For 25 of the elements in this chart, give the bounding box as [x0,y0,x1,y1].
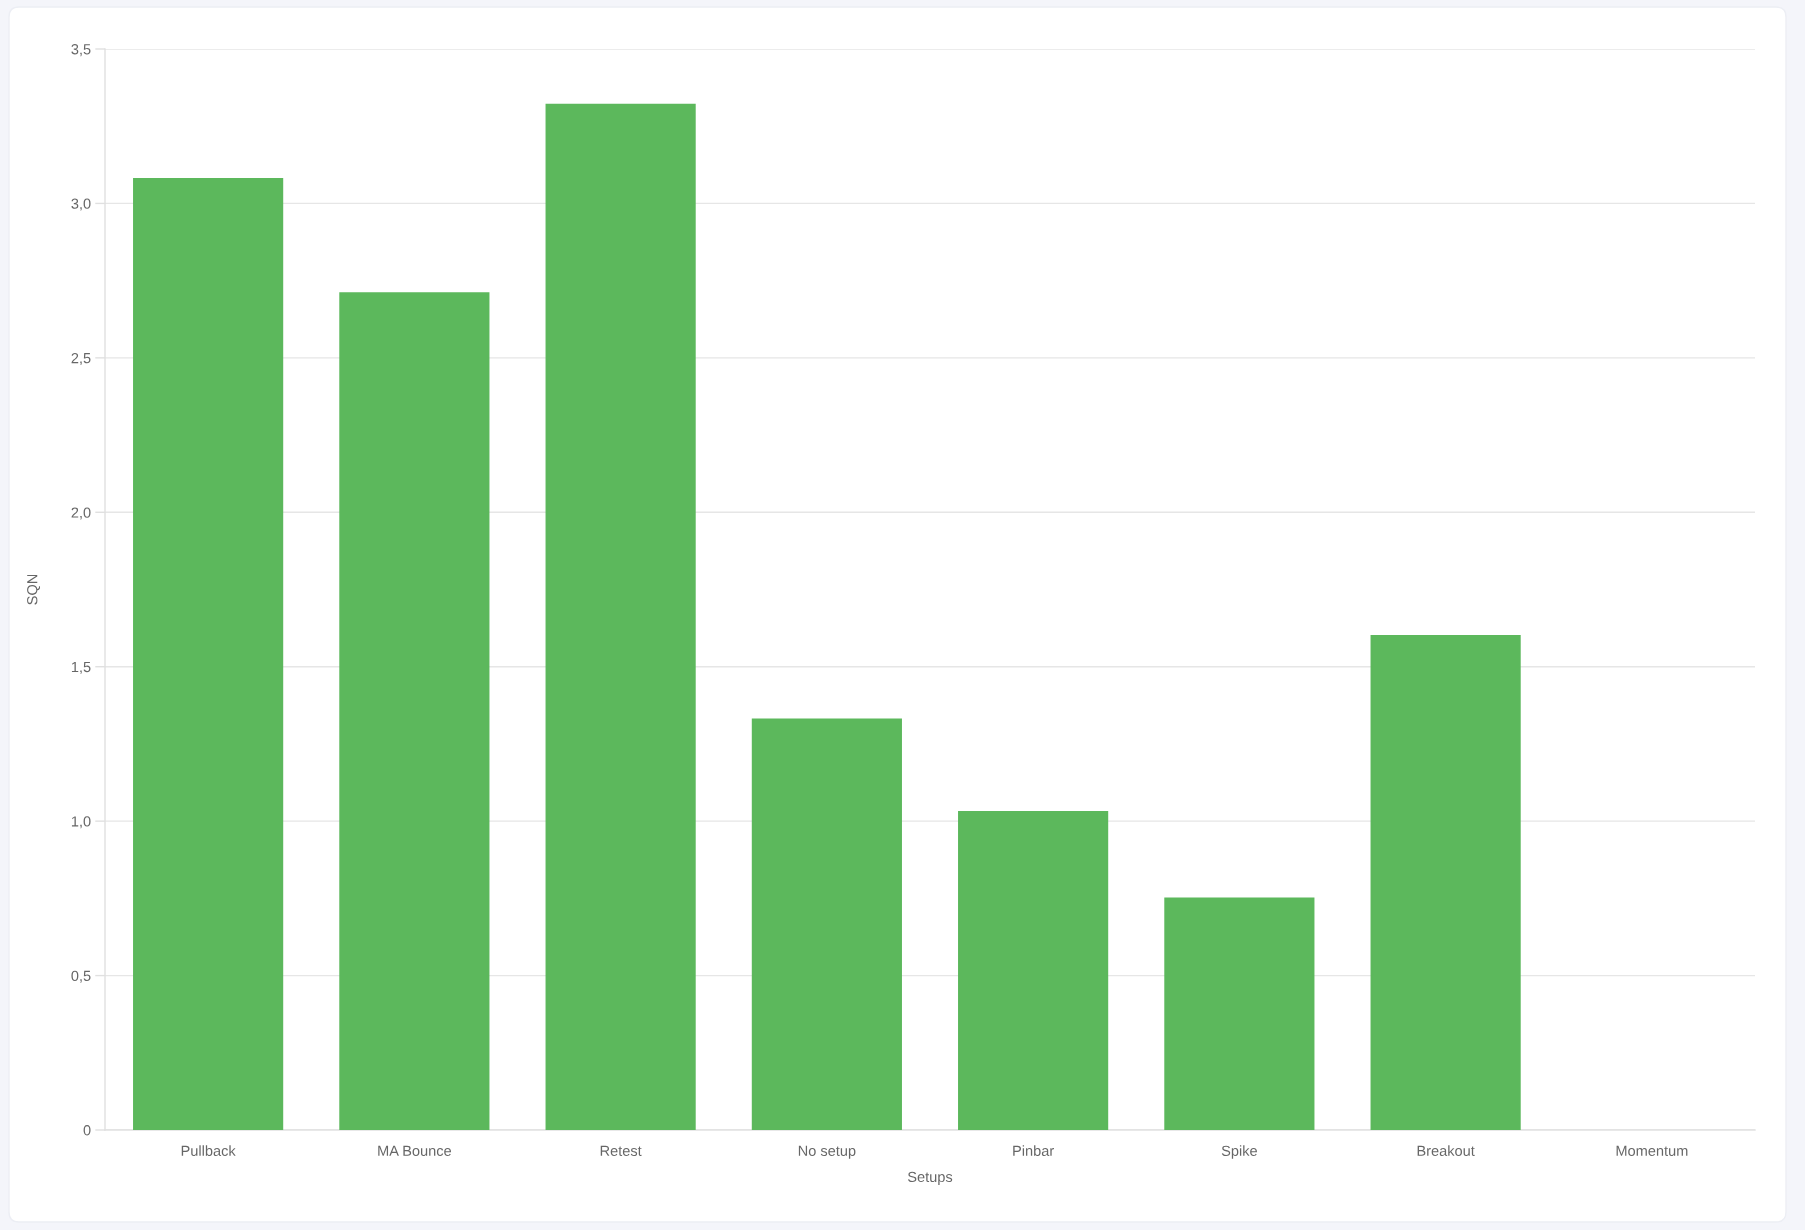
x-tick-label: Pullback [181,1145,236,1156]
y-tick-label: 0,5 [71,970,91,983]
x-tick-label: Retest [600,1145,642,1156]
bar [545,103,696,1130]
y-tick-label: 3,0 [71,198,91,211]
x-tick-label: MA Bounce [378,1145,452,1156]
x-tick-label: Breakout [1417,1145,1475,1156]
bar [339,292,490,1130]
x-tick-label: Momentum [1616,1145,1688,1156]
bar [958,811,1109,1130]
bar [1164,897,1315,1130]
bar [1370,634,1521,1130]
y-tick-label: 1,5 [71,661,91,674]
x-axis-title: Setups [907,1171,953,1185]
x-tick-label: Spike [1221,1145,1257,1159]
y-tick-label: 1,0 [71,816,91,829]
x-tick-label: Pinbar [1013,1145,1054,1156]
y-tick-label: 3,5 [71,44,91,57]
x-tick-label: No setup [798,1145,856,1159]
y-tick-label: 2,0 [71,507,91,520]
y-tick-label: 2,5 [71,352,91,366]
y-axis-title: SQN [27,574,41,605]
bar [133,177,284,1130]
y-tick-label: 0 [83,1125,91,1136]
bar [751,718,902,1130]
